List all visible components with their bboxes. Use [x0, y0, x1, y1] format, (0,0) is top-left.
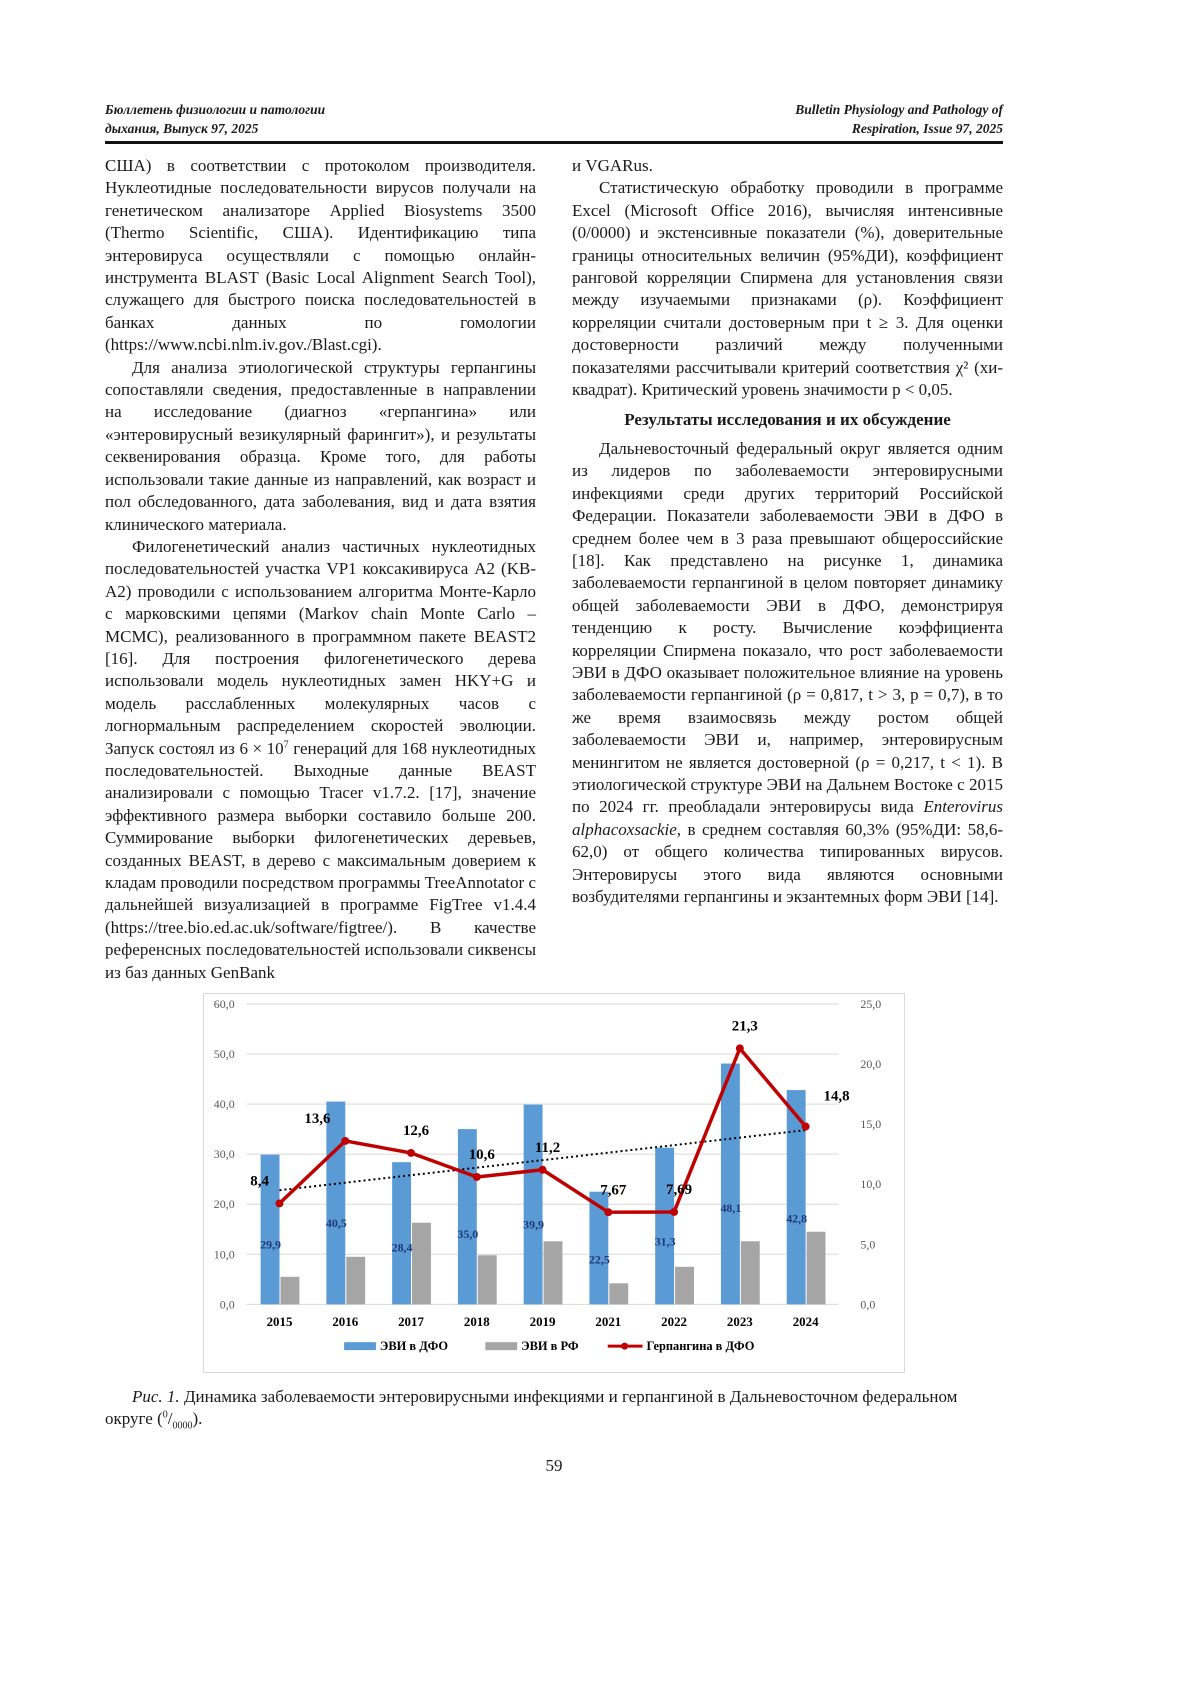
bar-data-label: 35,0	[457, 1227, 478, 1241]
header-line: Бюллетень физиологии и патологии	[105, 100, 325, 119]
line-point	[604, 1208, 612, 1216]
line-point	[276, 1199, 284, 1207]
text: Дальневосточный федеральный округ являет…	[572, 439, 1003, 817]
caption-end: ).	[192, 1409, 202, 1428]
bar-data-label: 28,4	[392, 1240, 413, 1254]
bar-data-label: 31,3	[655, 1235, 676, 1249]
left-column: США) в соответствии с протоколом произво…	[105, 155, 536, 984]
bar-evi-dfo	[721, 1064, 740, 1305]
line-data-label: 8,4	[250, 1174, 269, 1190]
caption-label: Рис. 1.	[132, 1387, 180, 1406]
y-left-tick-label: 0,0	[220, 1297, 235, 1311]
x-tick-label: 2021	[595, 1314, 621, 1329]
bar-evi-rf	[675, 1267, 694, 1305]
line-data-label: 10,6	[469, 1147, 496, 1163]
right-column: и VGARus. Статистическую обработку прово…	[572, 155, 1003, 908]
line-data-label: 11,2	[535, 1140, 560, 1156]
legend-label: ЭВИ в ДФО	[380, 1339, 448, 1353]
y-left-tick-label: 40,0	[214, 1097, 235, 1111]
x-tick-label: 2017	[398, 1314, 424, 1329]
x-tick-label: 2024	[793, 1314, 819, 1329]
header-rule	[105, 141, 1003, 144]
line-point	[473, 1173, 481, 1181]
y-right-tick-label: 15,0	[860, 1117, 881, 1131]
y-left-tick-label: 50,0	[214, 1047, 235, 1061]
bar-data-label: 29,9	[260, 1237, 281, 1251]
x-tick-label: 2015	[267, 1314, 293, 1329]
line-point	[539, 1166, 547, 1174]
line-point	[802, 1123, 810, 1131]
x-tick-label: 2023	[727, 1314, 753, 1329]
caption-text: Динамика заболеваемости энтеровирусными …	[105, 1387, 957, 1428]
x-tick-label: 2019	[530, 1314, 556, 1329]
journal-header-en: Bulletin Physiology and Pathology of Res…	[795, 100, 1003, 138]
x-tick-label: 2016	[332, 1314, 358, 1329]
line-data-label: 14,8	[824, 1089, 850, 1105]
y-left-tick-label: 60,0	[214, 997, 235, 1011]
paragraph: и VGARus.	[572, 155, 1003, 177]
paragraph: Статистическую обработку проводили в про…	[572, 177, 1003, 401]
line-data-label: 12,6	[403, 1123, 430, 1139]
header-line: Bulletin Physiology and Pathology of	[795, 100, 1003, 119]
x-tick-label: 2018	[464, 1314, 490, 1329]
text: Филогенетический анализ частичных нуклео…	[105, 537, 536, 758]
bar-data-label: 39,9	[523, 1217, 544, 1231]
section-heading: Результаты исследования и их обсуждение	[572, 409, 1003, 431]
y-right-tick-label: 0,0	[860, 1297, 875, 1311]
legend-swatch-evi-rf	[485, 1342, 517, 1350]
bar-evi-dfo	[392, 1162, 411, 1304]
line-data-label: 21,3	[732, 1019, 758, 1035]
legend-label: ЭВИ в РФ	[521, 1339, 579, 1353]
paragraph: Дальневосточный федеральный округ являет…	[572, 438, 1003, 909]
y-left-tick-label: 30,0	[214, 1147, 235, 1161]
legend-marker	[621, 1343, 628, 1350]
line-data-label: 13,6	[304, 1111, 331, 1127]
text: генераций для 168 нуклеотидных последова…	[105, 739, 536, 982]
x-tick-label: 2022	[661, 1314, 687, 1329]
journal-header-ru: Бюллетень физиологии и патологии дыхания…	[105, 100, 325, 138]
bar-data-label: 40,5	[326, 1216, 347, 1230]
line-point	[341, 1137, 349, 1145]
bar-evi-rf	[281, 1277, 300, 1305]
bar-evi-dfo	[326, 1102, 345, 1305]
caption-sub: 0000	[172, 1421, 192, 1432]
legend-swatch-evi-dfo	[344, 1342, 376, 1350]
bar-data-label: 22,5	[589, 1252, 610, 1266]
figure-1-chart: 0,0 10,0 20,0 30,0 40,0 50,0 60,0 0,0 5,0 10,0 15,…	[203, 993, 905, 1373]
y-left-tick-label: 20,0	[214, 1197, 235, 1211]
line-data-label: 7,69	[666, 1182, 692, 1198]
bar-evi-rf	[544, 1241, 563, 1304]
bar-evi-dfo	[524, 1105, 543, 1305]
bar-evi-rf	[478, 1255, 497, 1304]
line-point	[736, 1044, 744, 1052]
y-right-tick-label: 5,0	[860, 1237, 875, 1251]
figure-caption: Рис. 1. Динамика заболеваемости энтерови…	[105, 1386, 1003, 1431]
page-number: 59	[0, 1456, 1108, 1476]
y-right-tick-label: 25,0	[860, 997, 881, 1011]
bar-evi-rf	[412, 1223, 431, 1305]
y-right-tick-label: 20,0	[860, 1057, 881, 1071]
line-point	[670, 1208, 678, 1216]
y-left-tick-label: 10,0	[214, 1247, 235, 1261]
bar-data-label: 48,1	[720, 1201, 741, 1215]
line-data-label: 7,67	[600, 1182, 627, 1198]
legend-label: Герпангина в ДФО	[647, 1339, 755, 1353]
paragraph: США) в соответствии с протоколом произво…	[105, 155, 536, 357]
header-line: дыхания, Выпуск 97, 2025	[105, 119, 325, 138]
bar-evi-rf	[741, 1241, 760, 1304]
bar-data-label: 42,8	[786, 1212, 807, 1226]
bar-evi-rf	[807, 1232, 826, 1305]
paragraph: Филогенетический анализ частичных нуклео…	[105, 536, 536, 984]
bar-evi-rf	[609, 1283, 628, 1304]
y-right-tick-label: 10,0	[860, 1177, 881, 1191]
header-line: Respiration, Issue 97, 2025	[795, 119, 1003, 138]
line-point	[407, 1149, 415, 1157]
bar-evi-dfo	[655, 1148, 674, 1305]
paragraph: Для анализа этиологической структуры гер…	[105, 357, 536, 536]
bar-evi-rf	[346, 1257, 365, 1305]
